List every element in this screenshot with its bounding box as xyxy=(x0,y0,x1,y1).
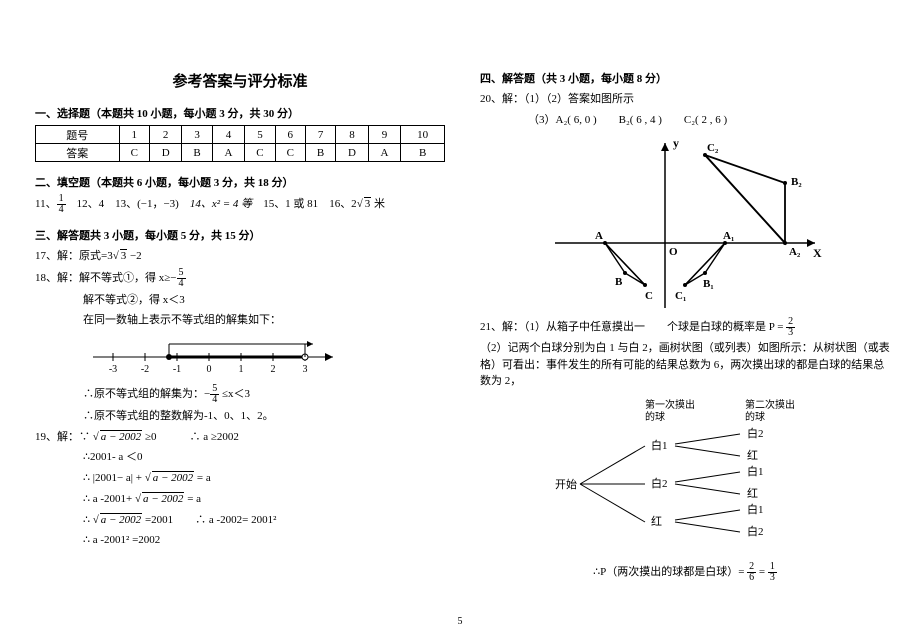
tree-diagram: 第一次摸出的球 第二次摸出的球 开始 白1 白2 红 白2 红 白1 红 白1 … xyxy=(525,396,845,556)
svg-text:C₂: C₂ xyxy=(707,142,719,154)
svg-text:白2: 白2 xyxy=(747,426,764,440)
section4-head: 四、解答题（共 3 小题，每小题 8 分） xyxy=(480,70,890,86)
q19-l6: ∴ a -2001² =2002 xyxy=(35,531,445,550)
q18-l4: ∴原不等式组的解集为：−54 ≤x＜3 xyxy=(35,384,445,405)
q18-l1: 18、解：解不等式①，得 x≥−54 xyxy=(35,268,445,289)
left-column: 参考答案与评分标准 一、选择题（本题共 10 小题，每小题 3 分，共 30 分… xyxy=(35,70,445,617)
number-line: -3 -2 -1 0 1 2 3 xyxy=(83,332,343,382)
svg-text:B: B xyxy=(615,276,623,288)
svg-text:白2: 白2 xyxy=(747,524,764,538)
q20-l2: （3）A₂( 6, 0 ) B₂( 6 , 4 ) C₂( 2 , 6 ) xyxy=(480,111,890,130)
svg-text:A₂: A₂ xyxy=(789,246,801,258)
svg-text:C₁: C₁ xyxy=(675,290,686,302)
svg-text:2: 2 xyxy=(271,364,276,375)
svg-text:B₂: B₂ xyxy=(791,176,802,188)
table-row: 答案 CD BA CC BD AB xyxy=(36,144,445,162)
q21-l1: 21、解：（1）从箱子中任意摸出一 个球是白球的概率是 P = 23 xyxy=(480,317,890,338)
svg-text:-2: -2 xyxy=(141,364,149,375)
svg-text:-1: -1 xyxy=(173,364,181,375)
q18-l2: 解不等式②，得 x＜3 xyxy=(35,291,445,310)
final-prob: ∴P（两次摸出的球都是白球）= 26 = 13 xyxy=(480,562,890,583)
svg-text:3: 3 xyxy=(303,364,308,375)
svg-text:A: A xyxy=(595,230,603,242)
section1-head: 一、选择题（本题共 10 小题，每小题 3 分，共 30 分） xyxy=(35,105,445,121)
svg-text:O: O xyxy=(669,246,678,258)
svg-text:白1: 白1 xyxy=(747,464,764,478)
q19-l3: ∴ |2001− a| + a − 2002 = a xyxy=(35,469,445,488)
page-number: 5 xyxy=(0,616,920,627)
q17: 17、解：原式=33 −2 xyxy=(35,247,445,266)
svg-text:红: 红 xyxy=(747,487,758,500)
fill-answers: 11、14 12、4 13、(−1，−3) 14、x² = 4 等 15、1 或… xyxy=(35,194,445,215)
svg-text:-3: -3 xyxy=(109,364,117,375)
svg-text:A₁: A₁ xyxy=(723,230,734,242)
row-head: 题号 xyxy=(36,126,120,144)
svg-text:的球: 的球 xyxy=(645,410,665,423)
q19-l1: 19、解：∵ a − 2002 ≥0 ∴ a ≥2002 xyxy=(35,428,445,447)
answer-table: 题号 12 34 56 78 910 答案 CD BA CC BD AB xyxy=(35,125,445,162)
svg-text:白2: 白2 xyxy=(651,476,668,490)
q19-l4: ∴ a -2001+ a − 2002 = a xyxy=(35,490,445,509)
q19-l5: ∴ a − 2002 =2001 ∴ a -2002= 2001² xyxy=(35,511,445,530)
section2-head: 二、填空题（本题共 6 小题，每小题 3 分，共 18 分） xyxy=(35,174,445,190)
table-row: 题号 12 34 56 78 910 xyxy=(36,126,445,144)
q18-l5: ∴原不等式组的整数解为-1、0、1、2。 xyxy=(35,407,445,426)
svg-text:第一次摸出: 第一次摸出 xyxy=(645,398,695,411)
q18-l3: 在同一数轴上表示不等式组的解集如下： xyxy=(35,311,445,330)
svg-text:白1: 白1 xyxy=(651,438,668,452)
svg-text:X: X xyxy=(813,246,822,260)
svg-text:0: 0 xyxy=(207,364,212,375)
section3-head: 三、解答题共 3 小题，每小题 5 分，共 15 分） xyxy=(35,227,445,243)
q21-l2: （2）记两个白球分别为白 1 与白 2，画树状图（或列表）如图所示：从树状图（或… xyxy=(480,340,890,390)
svg-text:红: 红 xyxy=(651,515,662,528)
q20-l1: 20、解：（1）（2）答案如图所示 xyxy=(480,90,890,109)
coord-graph: X y O A B C A₁ B₁ C₁ A₂ B₂ C₂ xyxy=(545,133,825,313)
q19-l2: ∴2001- a ＜0 xyxy=(35,448,445,467)
svg-text:B₁: B₁ xyxy=(703,278,714,290)
svg-text:y: y xyxy=(673,136,679,150)
svg-text:红: 红 xyxy=(747,449,758,462)
svg-text:白1: 白1 xyxy=(747,502,764,516)
right-column: 四、解答题（共 3 小题，每小题 8 分） 20、解：（1）（2）答案如图所示 … xyxy=(480,70,890,617)
svg-text:的球: 的球 xyxy=(745,410,765,423)
svg-text:第二次摸出: 第二次摸出 xyxy=(745,398,795,411)
svg-text:1: 1 xyxy=(239,364,244,375)
svg-text:开始: 开始 xyxy=(555,477,577,491)
main-title: 参考答案与评分标准 xyxy=(35,70,445,91)
row-head: 答案 xyxy=(36,144,120,162)
svg-text:C: C xyxy=(645,290,653,302)
